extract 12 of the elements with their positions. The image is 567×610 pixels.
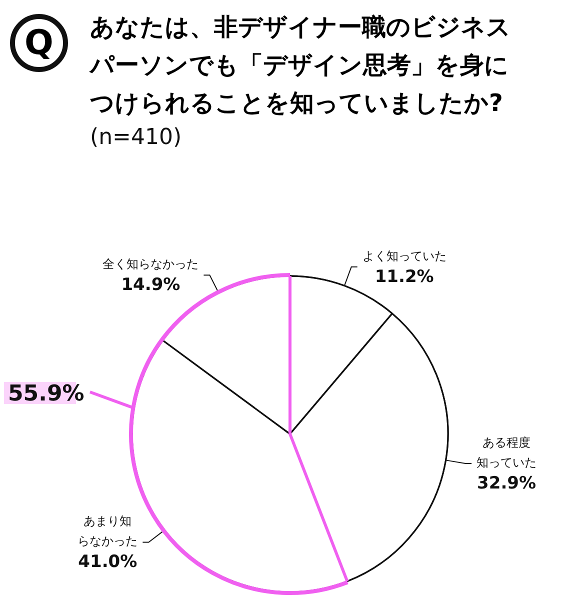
data-label: 32.9% xyxy=(477,474,536,494)
slice-label: ある程度知っていた xyxy=(476,436,537,470)
q-badge-icon: Q xyxy=(10,14,68,72)
data-label: 41.0% xyxy=(78,552,138,572)
data-label: 11.2% xyxy=(374,266,434,287)
data-label: 14.9% xyxy=(121,275,180,296)
chart-subtitle: (n=410) xyxy=(90,124,183,152)
slice-label: 全く知らなかった xyxy=(102,257,199,272)
text: 55.9% xyxy=(8,382,84,406)
slice-label: よく知っていた xyxy=(362,248,446,263)
slice-label: あまり知らなかった xyxy=(78,514,138,548)
chart-title: あなたは、非デザイナー職のビジネスパーソンでも「デザイン思考」を身につけられることを知っていましたか? xyxy=(90,12,512,119)
